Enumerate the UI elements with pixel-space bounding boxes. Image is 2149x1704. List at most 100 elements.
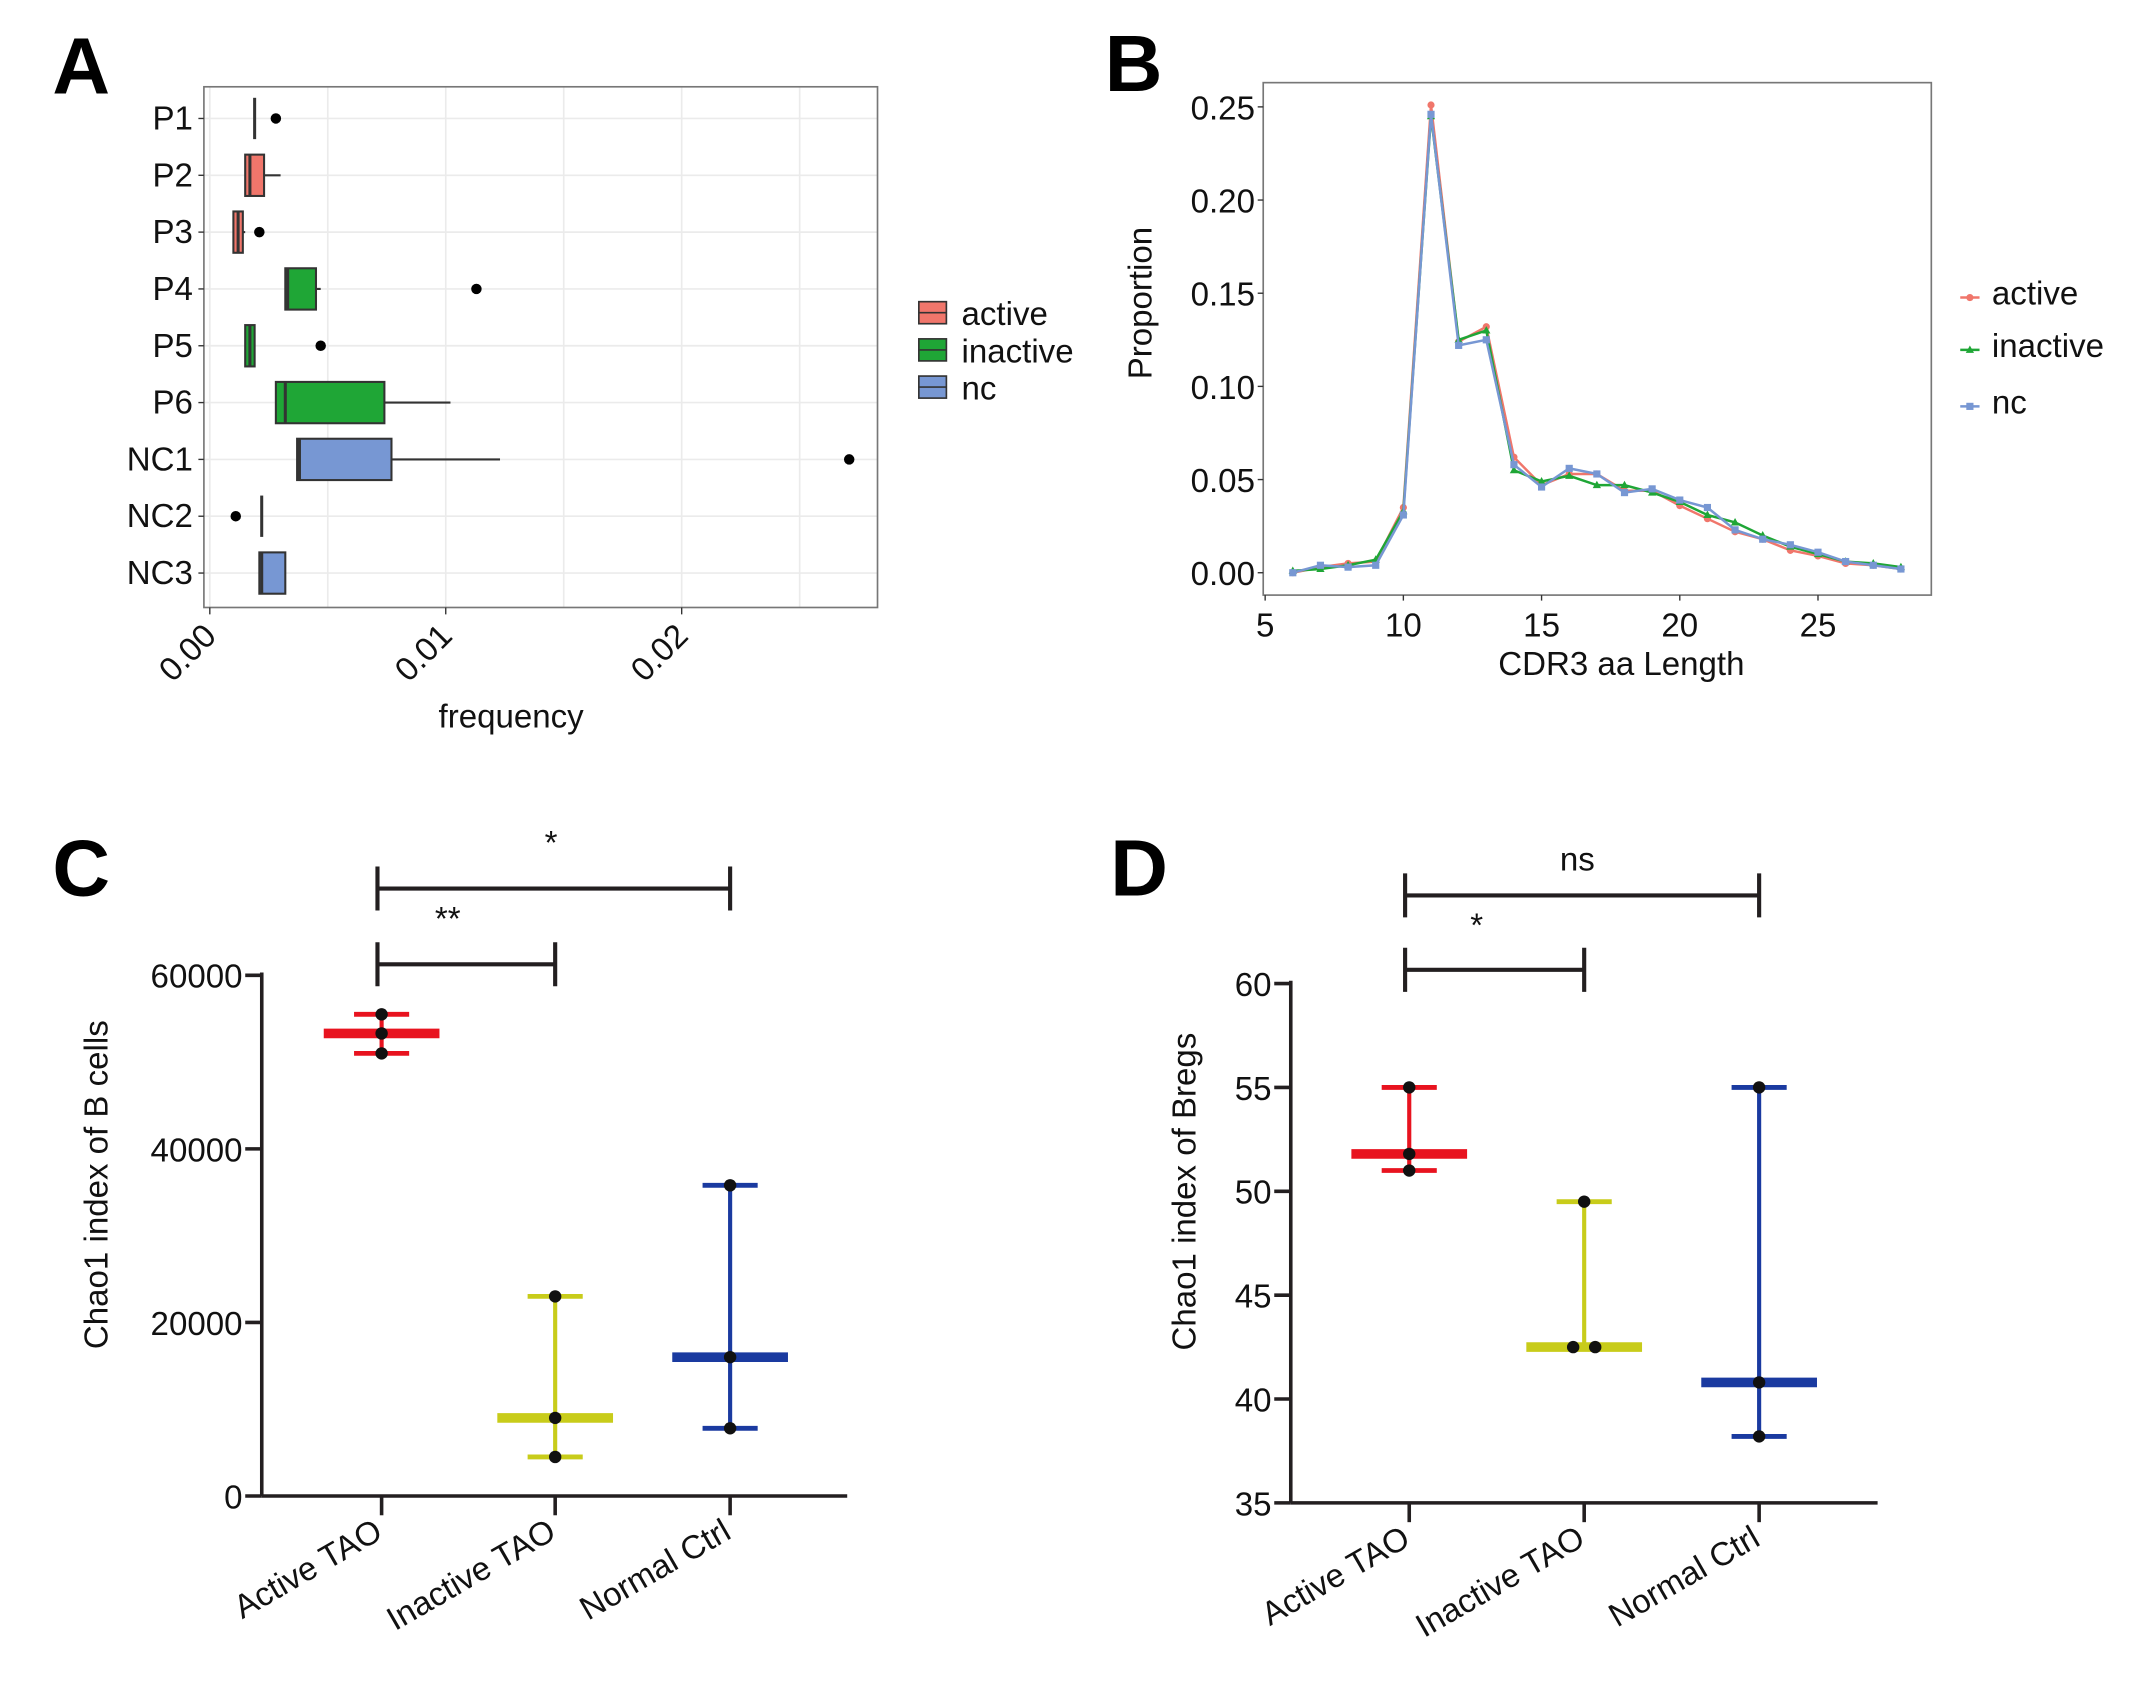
data-point xyxy=(723,1350,737,1364)
x-tick-label: Normal Ctrl xyxy=(574,1512,737,1628)
outlier-point xyxy=(270,113,282,124)
series-active xyxy=(1289,101,1905,577)
panel-label-c: C xyxy=(52,823,110,912)
y-tick-label: P5 xyxy=(152,328,192,365)
data-point xyxy=(1566,1340,1580,1354)
significance-label: * xyxy=(1470,908,1483,945)
data-point-inactive xyxy=(1730,518,1740,526)
legend-label-nc: nc xyxy=(962,370,997,407)
significance-bracket: ** xyxy=(375,901,558,987)
series-line-active xyxy=(1292,104,1902,574)
y-tick-label: 0 xyxy=(224,1479,242,1516)
legend-marker-inactive xyxy=(1965,345,1975,353)
series-line-inactive xyxy=(1292,116,1902,573)
x-tick-label: Active TAO xyxy=(1255,1519,1416,1633)
y-tick-label: 40 xyxy=(1235,1382,1272,1419)
legend-marker-active xyxy=(1966,293,1974,302)
box-NC1 xyxy=(296,437,855,482)
legend-label-inactive: inactive xyxy=(962,333,1074,370)
box-P2 xyxy=(244,153,281,197)
y-tick-label: 35 xyxy=(1235,1486,1272,1523)
y-axis-label: Chao1 index of Bregs xyxy=(1167,1033,1204,1351)
group-normal-ctrl xyxy=(1701,1081,1817,1443)
data-point-nc xyxy=(1455,341,1463,349)
data-point-nc xyxy=(1759,535,1767,543)
panel-a-boxplot: P1 P2 P3 P4 P5 P6 NC1 NC2 NC3 0.00 0.01 0.02 frequen… xyxy=(127,85,1074,735)
data-point-nc xyxy=(1427,110,1435,118)
box xyxy=(244,153,266,197)
data-point xyxy=(375,1047,388,1060)
plot-frame xyxy=(1262,81,1933,596)
data-point-nc xyxy=(1703,503,1712,512)
group-normal-ctrl xyxy=(672,1179,788,1435)
y-tick-label: P1 xyxy=(152,100,192,137)
box-NC2 xyxy=(230,495,264,537)
box-P3 xyxy=(232,210,265,254)
x-tick-label: 0.02 xyxy=(624,617,696,689)
group-active-tao xyxy=(1351,1081,1468,1177)
box xyxy=(296,437,393,482)
data-point-nc xyxy=(1814,548,1822,556)
box-P5 xyxy=(244,324,326,368)
data-point xyxy=(1577,1195,1591,1208)
significance-bracket: * xyxy=(375,825,733,911)
y-tick-label: 40000 xyxy=(151,1132,243,1169)
data-point-nc xyxy=(1648,485,1656,493)
data-point-nc xyxy=(1842,557,1850,566)
data-point-nc xyxy=(1676,496,1684,504)
x-axis-label: frequency xyxy=(439,698,585,735)
x-tick-label: 25 xyxy=(1800,607,1837,644)
significance-bracket: ns xyxy=(1403,842,1762,918)
group-active-tao xyxy=(323,1008,440,1060)
y-tick-label: 20000 xyxy=(151,1306,243,1343)
legend-label-inactive: inactive xyxy=(1992,328,2104,365)
significance-label: ns xyxy=(1560,842,1595,879)
data-point xyxy=(1589,1340,1602,1354)
y-tick-label: 0.00 xyxy=(1191,556,1255,593)
significance-label: * xyxy=(545,825,558,862)
data-point xyxy=(1403,1081,1416,1094)
data-point-nc xyxy=(1344,563,1352,571)
data-point-nc xyxy=(1399,511,1407,519)
series-line-nc xyxy=(1292,114,1902,574)
box-NC3 xyxy=(258,551,287,595)
y-tick-label: 0.10 xyxy=(1191,370,1255,407)
data-point xyxy=(1403,1147,1416,1161)
data-point-inactive xyxy=(1537,477,1546,485)
data-point xyxy=(1752,1430,1766,1443)
data-point-inactive xyxy=(1620,480,1629,489)
y-tick-label: NC3 xyxy=(127,555,193,592)
data-point xyxy=(723,1422,737,1435)
x-tick-label: 10 xyxy=(1385,607,1422,644)
y-tick-label: 0.15 xyxy=(1191,277,1255,314)
panel-c-dot-plot: 0 20000 40000 60000 Chao1 index of B cells Ac… xyxy=(78,825,848,1638)
group-inactive-tao xyxy=(497,1290,614,1464)
data-point-nc xyxy=(1620,489,1629,497)
data-point-nc xyxy=(1786,541,1794,549)
panel-d-dot-plot: 35 40 45 50 55 60 Chao1 index of Bregs Active T… xyxy=(1167,842,1878,1645)
y-tick-label: 60 xyxy=(1235,967,1272,1004)
box-P6 xyxy=(274,380,451,425)
panel-b-line-chart: 0.00 0.05 0.10 0.15 0.20 0.25 5 10 15 20 25 CDR3 aa… xyxy=(1123,81,2104,683)
x-tick-label: 0.00 xyxy=(152,617,224,689)
data-point xyxy=(723,1179,737,1192)
x-tick-label: 15 xyxy=(1523,607,1560,644)
data-point-nc xyxy=(1731,526,1739,534)
y-tick-label: 55 xyxy=(1235,1071,1272,1108)
data-point-inactive xyxy=(1703,510,1712,518)
legend-marker-nc xyxy=(1966,402,1974,410)
y-tick-label: 0.25 xyxy=(1191,90,1255,127)
y-tick-label: P3 xyxy=(152,214,192,251)
panel-label-a: A xyxy=(52,22,110,111)
x-tick-label: Active TAO xyxy=(228,1512,389,1626)
legend-label-nc: nc xyxy=(1992,384,2027,421)
y-tick-label: P4 xyxy=(152,271,192,308)
x-tick-label: 0.01 xyxy=(388,617,460,689)
data-point-nc xyxy=(1482,336,1490,344)
group-inactive-tao xyxy=(1526,1195,1643,1354)
data-point-active xyxy=(1427,101,1435,109)
data-point xyxy=(548,1290,562,1303)
box xyxy=(284,267,318,311)
box-P4 xyxy=(284,267,482,311)
y-tick-label: 0.05 xyxy=(1191,463,1255,500)
